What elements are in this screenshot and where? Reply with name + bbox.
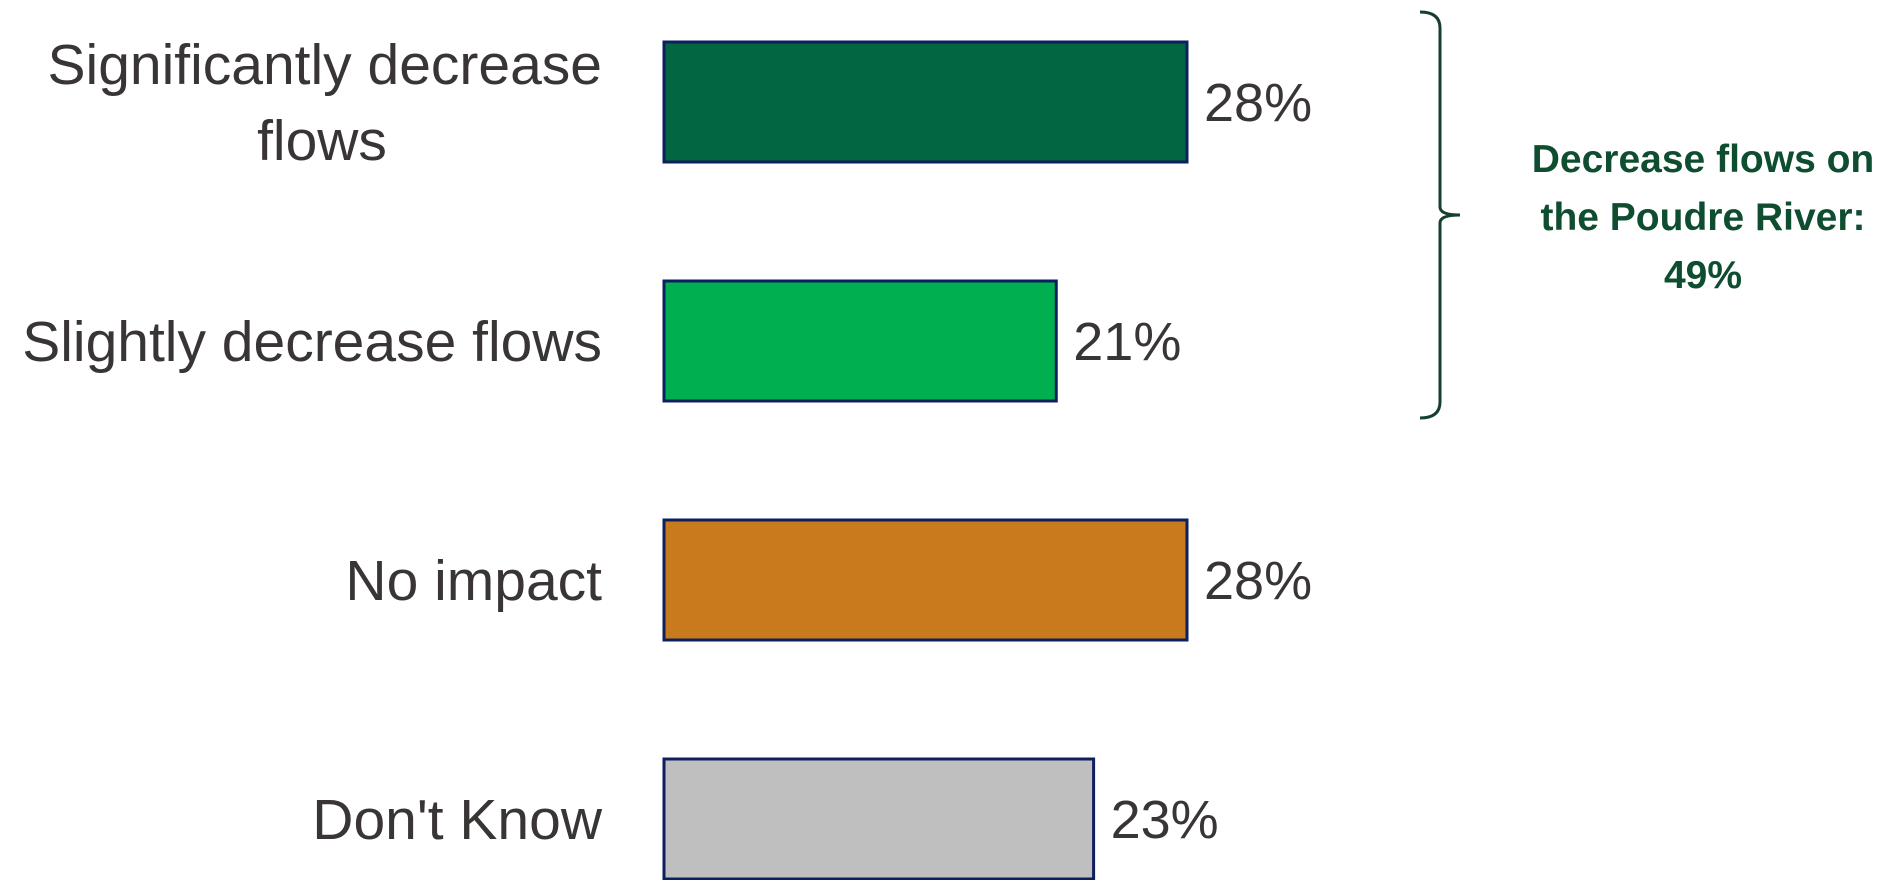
category-label-3: Don't Know [312, 788, 603, 852]
bracket [1419, 10, 1461, 420]
category-label-0-line-1: flows [257, 109, 387, 173]
category-label-1: Slightly decrease flows [22, 310, 602, 374]
bar-3 [662, 757, 1096, 880]
category-label-2: No impact [345, 549, 602, 613]
value-label-0: 28% [1204, 73, 1312, 133]
category-label-0-line-0: Significantly decrease [48, 33, 602, 97]
annotation-line-1: the Poudre River: [1540, 196, 1865, 239]
bar-1 [662, 279, 1058, 403]
value-label-2: 28% [1204, 551, 1312, 611]
bar-2 [662, 518, 1189, 642]
bar-0 [662, 40, 1189, 164]
value-label-3: 23% [1111, 790, 1219, 850]
annotation-line-2: 49% [1664, 254, 1742, 297]
annotation-line-0: Decrease flows on [1532, 138, 1874, 181]
value-label-1: 21% [1073, 312, 1181, 372]
